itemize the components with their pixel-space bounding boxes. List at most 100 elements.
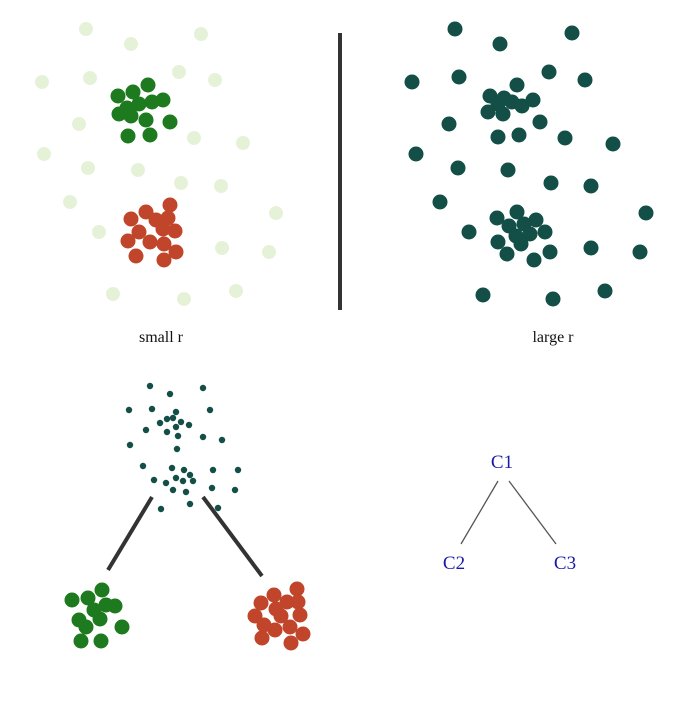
teal-point [475,287,491,303]
teal-point-small [208,484,216,492]
green-point [73,633,89,649]
teal-point [509,204,525,220]
green-point [140,77,156,93]
red-point [282,619,298,635]
red-point [162,197,178,213]
teal-point [492,36,508,52]
red-point [156,236,172,252]
faded-point [81,161,95,175]
green-cluster-top [110,77,178,144]
teal-point-small [209,466,217,474]
small-r-caption: small r [139,329,184,346]
green-point [142,127,158,143]
teal-point [441,116,457,132]
teal-point [447,21,463,37]
teal-point-small [146,382,154,390]
teal-point [577,72,593,88]
red-point [168,244,184,260]
green-point [64,592,80,608]
faded-point [269,206,283,220]
teal-point-small [163,415,171,423]
teal-point [532,114,548,130]
teal-point-small [199,433,207,441]
teal-point-small [206,406,214,414]
teal-point [490,129,506,145]
teal-point [541,64,557,80]
red-cluster-top [120,197,184,268]
faded-point [106,287,120,301]
teal-point [499,246,515,262]
green-point [155,92,171,108]
teal-point [583,178,599,194]
teal-point-small [150,476,158,484]
red-point [279,594,295,610]
teal-point-small [177,418,185,426]
large-r-panel: large r [404,21,654,346]
green-point [80,590,96,606]
green-point [138,112,154,128]
teal-point-small [169,486,177,494]
faded-point [37,147,51,161]
faded-point [172,65,186,79]
teal-point-small [199,384,207,392]
green-point [78,619,94,635]
faded-point [194,27,208,41]
faded-point [92,225,106,239]
teal-point-small [189,477,197,485]
faded-point [187,131,201,145]
teal-point [480,104,496,120]
green-point [110,88,126,104]
teal-point-small [168,464,176,472]
teal-point-small [139,462,147,470]
faded-point [174,176,188,190]
green-point [123,108,139,124]
teal-point [557,130,573,146]
faded-point [236,136,250,150]
teal-point [542,244,558,260]
tree-node-c3: C3 [554,553,576,574]
split-illustration [64,382,311,651]
teal-point-small [185,421,193,429]
red-point [167,223,183,239]
teal-point [451,69,467,85]
green-point [131,96,147,112]
teal-point [543,175,559,191]
teal-point [404,74,420,90]
teal-point [605,136,621,152]
teal-point-small [174,432,182,440]
teal-point [564,25,580,41]
teal-point-small [180,466,188,474]
cluster-tree: C1 C2 C3 [443,452,576,574]
faded-point [214,179,228,193]
faded-point [262,245,276,259]
red-point [295,626,311,642]
green-point [120,128,136,144]
teal-point-small [231,486,239,494]
red-point [266,587,282,603]
teal-point [511,127,527,143]
green-point [93,633,109,649]
green-point [162,114,178,130]
teal-point-small [214,504,222,512]
teal-point-small [172,474,180,482]
teal-point [432,194,448,210]
red-point [142,234,158,250]
teal-point [537,224,553,240]
teal-point-small [125,406,133,414]
tree-node-c1: C1 [491,452,513,473]
red-point [120,233,136,249]
faded-point [72,117,86,131]
faded-point [35,75,49,89]
green-point [125,84,141,100]
teal-point [495,106,511,122]
faded-point [83,71,97,85]
faded-point [177,292,191,306]
faded-point [229,284,243,298]
faded-point [124,37,138,51]
tree-edge-left [460,480,499,545]
teal-point [632,244,648,260]
teal-point [513,236,529,252]
tree-node-c2: C2 [443,553,465,574]
teal-point [526,252,542,268]
teal-point [450,160,466,176]
